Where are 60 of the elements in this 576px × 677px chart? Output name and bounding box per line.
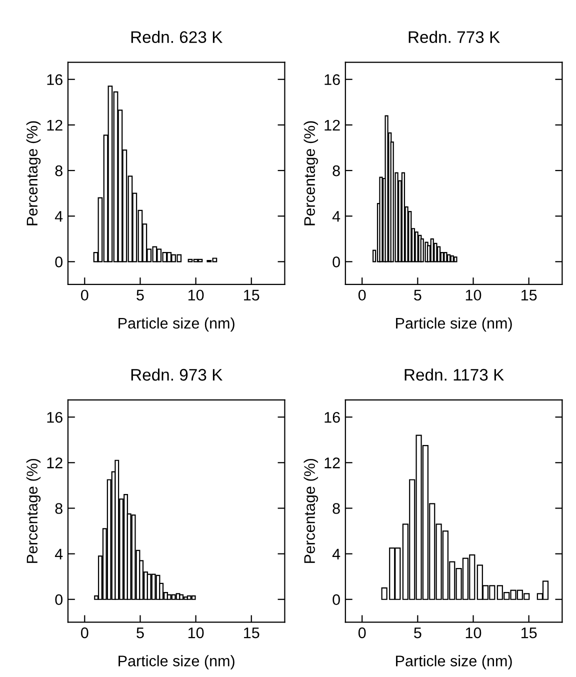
y-axis-title: Percentage (%) [304,121,318,226]
x-tick-label: 5 [136,290,144,301]
bar [171,594,176,600]
x-tick-label: 10 [466,627,482,638]
x-tick-label: 5 [414,628,422,638]
bar [434,242,438,262]
x-tick-label: 0 [358,290,366,301]
y-tick-label: 16 [324,74,340,86]
y-tick-label: 12 [324,458,340,468]
y-tick-label: 16 [324,412,340,423]
x-tick-label: 5 [136,628,144,638]
x-axis-title: Particle size (nm) [118,655,234,670]
x-tick-label: 5 [414,290,422,301]
y-tick-label: 4 [54,548,63,560]
y-tick-label: 8 [55,165,62,176]
x-axis-title: Particle size (nm) [396,317,512,332]
bar [114,460,120,600]
y-tick-label: 8 [55,503,62,514]
y-tick-label: 0 [332,256,340,268]
x-axis-title: Particle size (nm) [118,317,234,332]
x-tick-label: 10 [188,290,204,301]
bar [179,594,184,600]
bar [408,210,412,262]
chart-title: Redn. 973 K [131,368,222,381]
y-tick-label: 0 [55,256,63,268]
x-tick-label: 0 [358,627,366,638]
x-axis-title: Particle size (nm) [396,655,512,670]
y-tick-label: 16 [47,74,62,86]
bar [444,252,448,262]
bar [436,246,441,262]
chart-title: Redn. 773 K [408,30,500,44]
chart-title: Redn. 623 K [131,30,222,44]
y-tick-label: 4 [54,211,63,222]
y-tick-label: 8 [332,503,340,514]
x-tick-label: 15 [522,628,537,638]
bar [131,514,136,600]
bar [151,574,156,600]
x-tick-label: 0 [80,627,88,638]
y-tick-label: 4 [332,211,340,222]
y-tick-label: 12 [47,120,62,130]
y-axis-title: Percentage (%) [304,458,318,563]
bar [454,256,458,262]
bar [446,254,451,262]
bar [191,595,196,600]
y-axis-title: Percentage (%) [26,121,41,226]
x-tick-label: 15 [244,290,260,301]
y-tick-label: 4 [332,548,340,560]
x-tick-label: 10 [188,627,204,638]
y-tick-label: 0 [332,594,340,606]
y-tick-label: 0 [55,594,63,606]
y-tick-label: 8 [332,165,340,176]
y-tick-label: 12 [324,120,340,130]
y-axis-title: Percentage (%) [26,458,41,563]
y-tick-label: 16 [47,412,62,423]
x-tick-label: 0 [80,290,88,301]
chart-title: Redn. 1173 K [404,368,504,381]
x-tick-label: 15 [244,628,260,638]
y-tick-label: 12 [47,458,62,468]
x-tick-label: 15 [522,290,537,301]
x-tick-label: 10 [466,290,482,301]
